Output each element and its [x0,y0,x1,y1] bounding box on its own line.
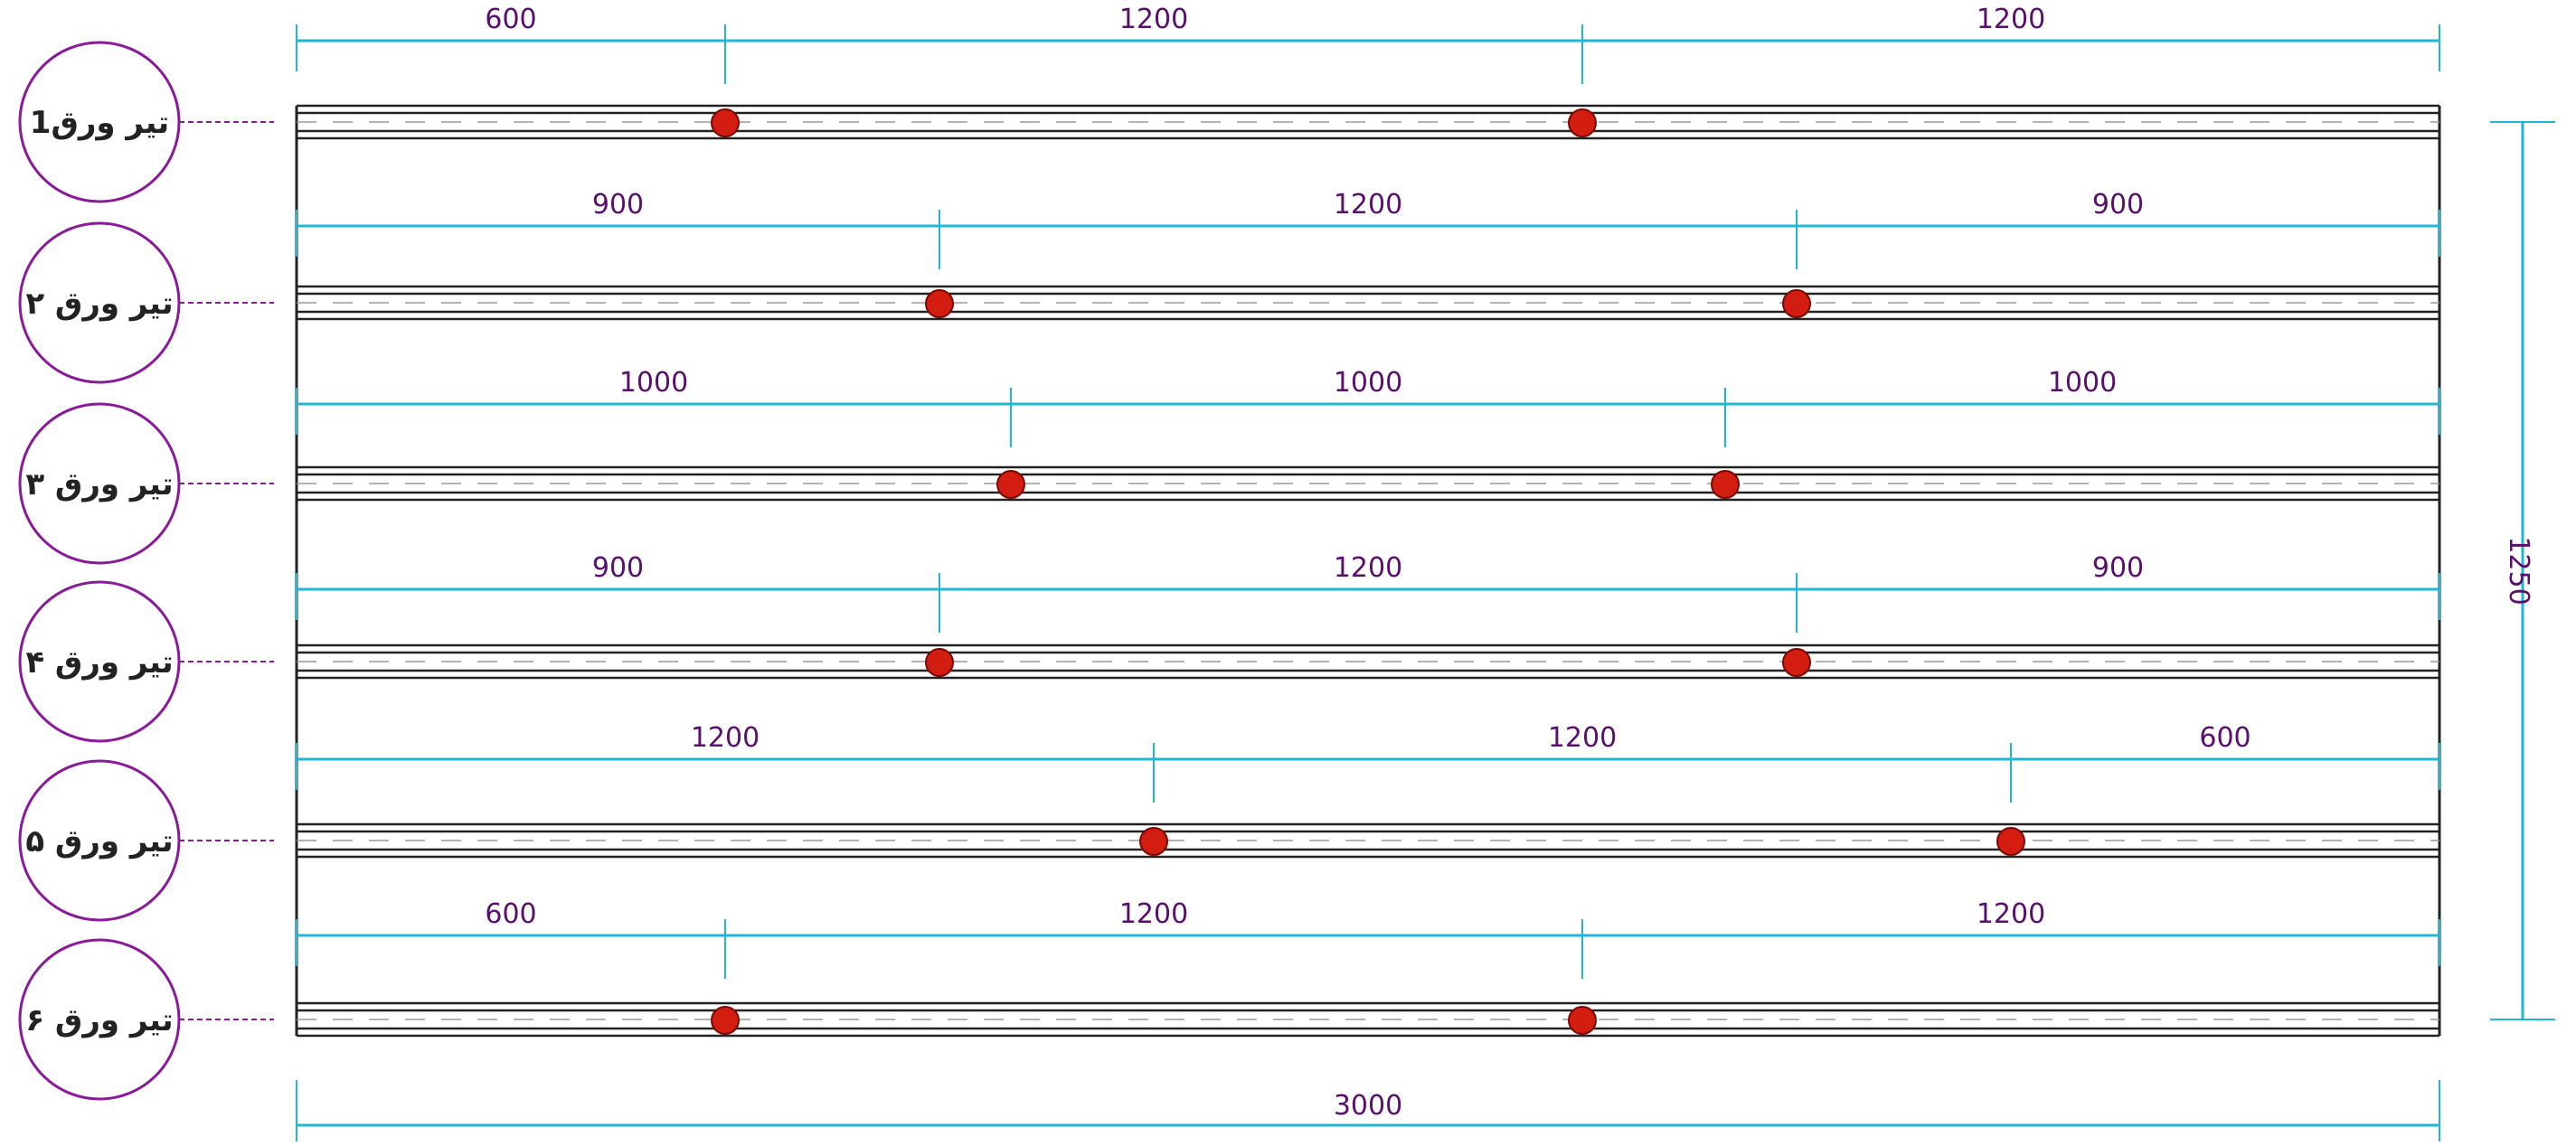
bolt-marker [1139,827,1168,856]
dimension-chain-6: 600 1200 1200 [296,898,2440,979]
beam-tag-label: تیر ورق ۵ [25,823,173,860]
dimension-chain-4: 900 1200 900 [296,552,2440,633]
beam-tag-label: تیر ورق1 [30,105,169,141]
dimension-chain-5: 1200 1200 600 [296,722,2440,803]
beam-tag-label: تیر ورق ۳ [25,466,173,503]
spacing-label: 1200 [1334,189,1402,221]
beam-tag-label: تیر ورق ۲ [25,286,173,322]
spacing-label: 600 [485,898,536,930]
bolt-marker [711,108,740,137]
beam-4 [297,643,2439,680]
beam-tag-6: تیر ورق ۶ [18,938,274,1101]
spacing-label: 600 [2199,722,2250,754]
beam-5 [297,822,2439,859]
beam-tag-group: تیر ورق1 تیر ورق ۲ تیر ورق ۳ تیر ورق ۴ تیر و… [18,41,274,1101]
spacing-label: 1200 [691,722,760,754]
plate-frame [295,106,2441,1036]
beam-group [297,104,2439,1038]
spacing-label: 1200 [1977,4,2045,35]
beam-1 [297,104,2439,140]
dimension-chain-2: 900 1200 900 [296,189,2440,269]
beam-3 [297,465,2439,502]
bolt-marker [925,289,954,318]
overall-dimension-group: 3000 1250 [296,121,2555,1141]
beam-2 [297,285,2439,321]
bolt-marker [1568,1006,1597,1035]
dimension-group: 600 1200 1200 900 1200 900 1000 1000 1000 900 1200… [296,4,2440,979]
tag-circle [18,938,181,1101]
bolt-marker [711,1006,740,1035]
tag-circle [18,402,181,565]
tag-circle [18,580,181,743]
beam-6 [297,1001,2439,1038]
bolt-marker [1996,827,2025,856]
dimension-chain-3: 1000 1000 1000 [296,367,2440,447]
spacing-label: 1200 [1119,898,1188,930]
beam-tag-label: تیر ورق ۶ [25,1002,173,1038]
bolt-marker [1568,108,1597,137]
bolt-marker [1782,289,1811,318]
spacing-label: 1200 [1977,898,2045,930]
bolt-marker [1711,470,1740,499]
spacing-label: 900 [2092,189,2144,221]
tag-circle [18,41,181,203]
bolt-marker [996,470,1025,499]
spacing-label: 1200 [1334,552,1402,584]
spacing-label: 1000 [619,367,688,399]
dimension-chain-1: 600 1200 1200 [296,4,2440,84]
spacing-label: 900 [592,189,644,221]
spacing-label: 600 [485,4,536,35]
tag-circle [18,759,181,922]
beam-tag-2: تیر ورق ۲ [18,221,274,384]
bolt-marker [925,648,954,677]
spacing-label: 900 [592,552,644,584]
spacing-label: 1200 [1548,722,1617,754]
overall-height-label: 1250 [2503,536,2534,605]
beam-tag-5: تیر ورق ۵ [18,759,274,922]
tag-circle [18,221,181,384]
spacing-label: 1200 [1119,4,1188,35]
beam-tag-4: تیر ورق ۴ [18,580,274,743]
bolt-marker [1782,648,1811,677]
spacing-label: 900 [2092,552,2144,584]
overall-width-label: 3000 [1334,1090,1402,1122]
spacing-label: 1000 [2048,367,2117,399]
beam-tag-3: تیر ورق ۳ [18,402,274,565]
spacing-label: 1000 [1334,367,1402,399]
beam-tag-1: تیر ورق1 [18,41,274,203]
beam-tag-label: تیر ورق ۴ [25,644,173,681]
